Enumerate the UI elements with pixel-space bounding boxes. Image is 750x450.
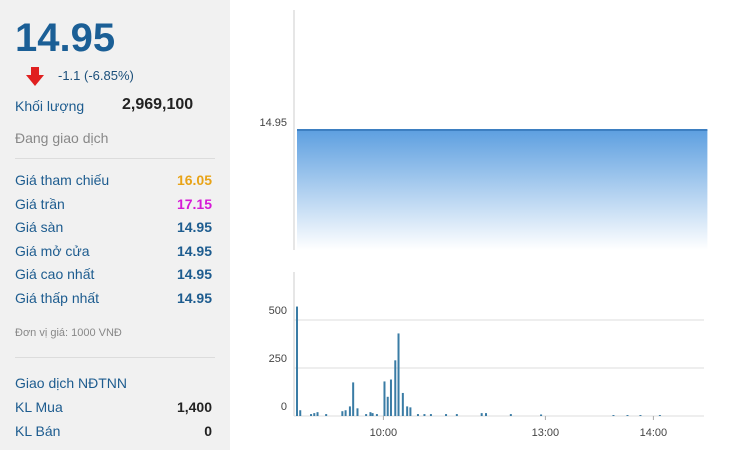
- row-label: Giá thấp nhất: [15, 290, 100, 306]
- volume-bar: [612, 415, 615, 416]
- volume-bar: [658, 415, 661, 416]
- row-value: 17.15: [176, 195, 212, 212]
- row-label: Giá mở cửa: [15, 242, 90, 259]
- y-tick-label: 0: [281, 401, 287, 413]
- volume-bar: [480, 413, 483, 416]
- volume-bar: [423, 414, 426, 416]
- x-tick-label: 14:00: [640, 427, 668, 439]
- volume-bar: [409, 407, 412, 416]
- row-label: KL Bán: [15, 423, 61, 439]
- volume-bar: [310, 414, 313, 416]
- volume-bar: [540, 414, 543, 416]
- status: Đang giao dịch: [15, 130, 109, 146]
- y-tick-label: 14.95: [259, 117, 287, 129]
- row-label: Giá cao nhất: [15, 266, 95, 283]
- volume-bar: [375, 414, 378, 416]
- volume-bar: [485, 413, 487, 416]
- x-tick-label: 10:00: [370, 427, 398, 439]
- volume-bar: [316, 412, 319, 416]
- volume-label: Khối lượng: [15, 98, 85, 114]
- row-value: 14.95: [176, 242, 212, 259]
- volume-bar: [352, 382, 355, 416]
- volume-bar: [344, 410, 347, 416]
- volume-bar: [341, 411, 344, 416]
- volume-bar: [296, 306, 298, 416]
- row-label: Giá trần: [15, 195, 65, 212]
- volume-bar: [626, 415, 629, 416]
- volume-bar: [313, 413, 316, 416]
- row-value: 14.95: [176, 266, 212, 283]
- foreign-title: Giao dịch NĐTNN: [15, 375, 128, 391]
- volume-bar: [394, 360, 397, 416]
- info-panel: 14.95 -1.1 (-6.85%) Khối lượng 2,969,100…: [0, 0, 230, 450]
- row-value: 14.95: [176, 290, 212, 306]
- volume-bar: [383, 381, 386, 416]
- volume: 2,969,100: [122, 96, 194, 113]
- volume-bar: [429, 414, 432, 416]
- volume-bar: [356, 408, 359, 416]
- price-area: [297, 130, 708, 250]
- row-value: 14.95: [176, 219, 212, 236]
- volume-bar: [369, 412, 372, 416]
- change: -1.1 (-6.85%): [58, 68, 134, 83]
- row-value: 16.05: [176, 172, 212, 188]
- volume-bar: [639, 415, 642, 416]
- y-tick-label: 500: [269, 305, 287, 317]
- unit: Đơn vị giá: 1000 VNĐ: [15, 327, 122, 339]
- volume-bar: [389, 379, 392, 416]
- row-value: 0: [204, 423, 212, 439]
- volume-bar: [455, 414, 458, 416]
- separator: [15, 158, 215, 159]
- volume-bar: [386, 396, 389, 416]
- volume-bar: [348, 406, 351, 416]
- volume-bar: [299, 410, 302, 416]
- row-label: KL Mua: [15, 399, 63, 415]
- volume-bar: [397, 333, 400, 416]
- y-tick-label: 250: [269, 353, 287, 365]
- volume-bar: [406, 406, 409, 416]
- volume-bar: [371, 413, 374, 416]
- volume-bar: [325, 414, 328, 416]
- volume-bar: [509, 414, 512, 416]
- volume-bar: [401, 392, 404, 416]
- row-label: Giá tham chiếu: [15, 172, 110, 188]
- volume-bar: [445, 414, 448, 416]
- row-label: Giá sàn: [15, 219, 64, 236]
- separator: [15, 357, 215, 358]
- volume-bar: [416, 414, 419, 416]
- price: 14.95: [15, 16, 116, 60]
- row-value: 1,400: [176, 399, 212, 415]
- down-arrow: [26, 67, 44, 86]
- x-tick-label: 13:00: [532, 427, 560, 439]
- volume-bar: [365, 414, 368, 416]
